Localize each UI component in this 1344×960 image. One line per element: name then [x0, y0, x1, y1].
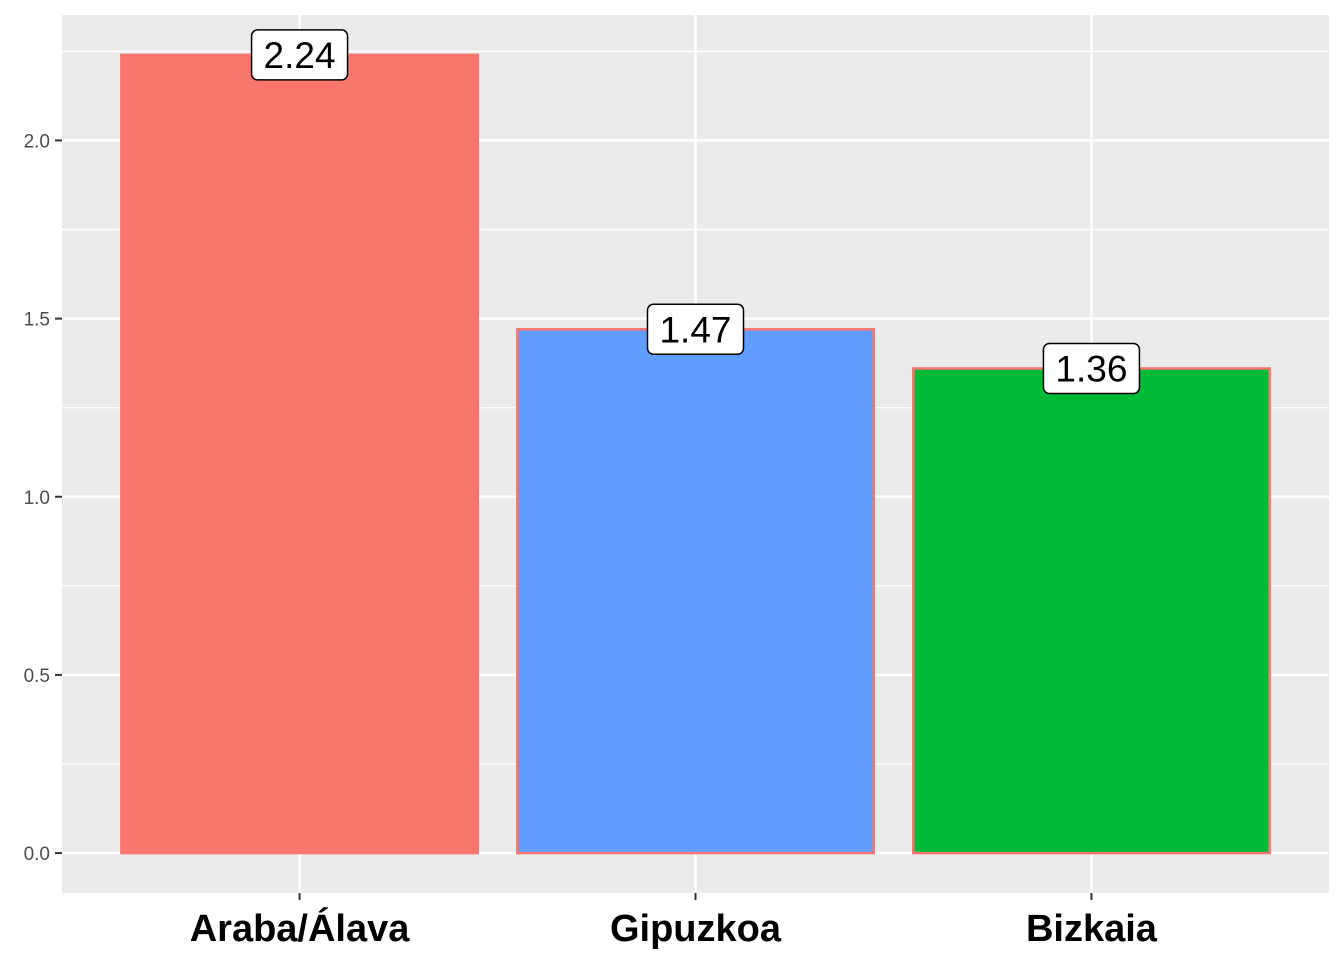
- data-label-box: [646, 303, 745, 356]
- y-tick-label: 0.0: [24, 844, 50, 865]
- data-label-box: [250, 29, 349, 81]
- data-label-box: [1042, 342, 1141, 395]
- y-tick-label: 1.5: [24, 310, 50, 331]
- y-tick-label: 2.0: [24, 131, 50, 152]
- x-tick-label: Gipuzkoa: [610, 908, 782, 950]
- y-tick-label: 1.0: [24, 488, 50, 509]
- bar: [120, 53, 479, 855]
- data-label: 1.36: [1055, 348, 1127, 389]
- x-tick-label: Araba/Álava: [190, 906, 411, 950]
- x-axis: Araba/Álava Gipuzkoa Bizkaia: [190, 893, 1158, 950]
- x-tick-label: Bizkaia: [1026, 908, 1158, 950]
- data-labels: 2.24 1.47 1.36: [250, 29, 1141, 395]
- data-label: 1.47: [659, 309, 731, 350]
- bar: [516, 328, 875, 855]
- bar: [912, 367, 1271, 855]
- bars: [120, 53, 1271, 855]
- y-tick-label: 0.5: [24, 666, 50, 687]
- data-label: 2.24: [264, 35, 336, 76]
- y-axis: 0.0 0.5 1.0 1.5 2.0: [24, 131, 62, 865]
